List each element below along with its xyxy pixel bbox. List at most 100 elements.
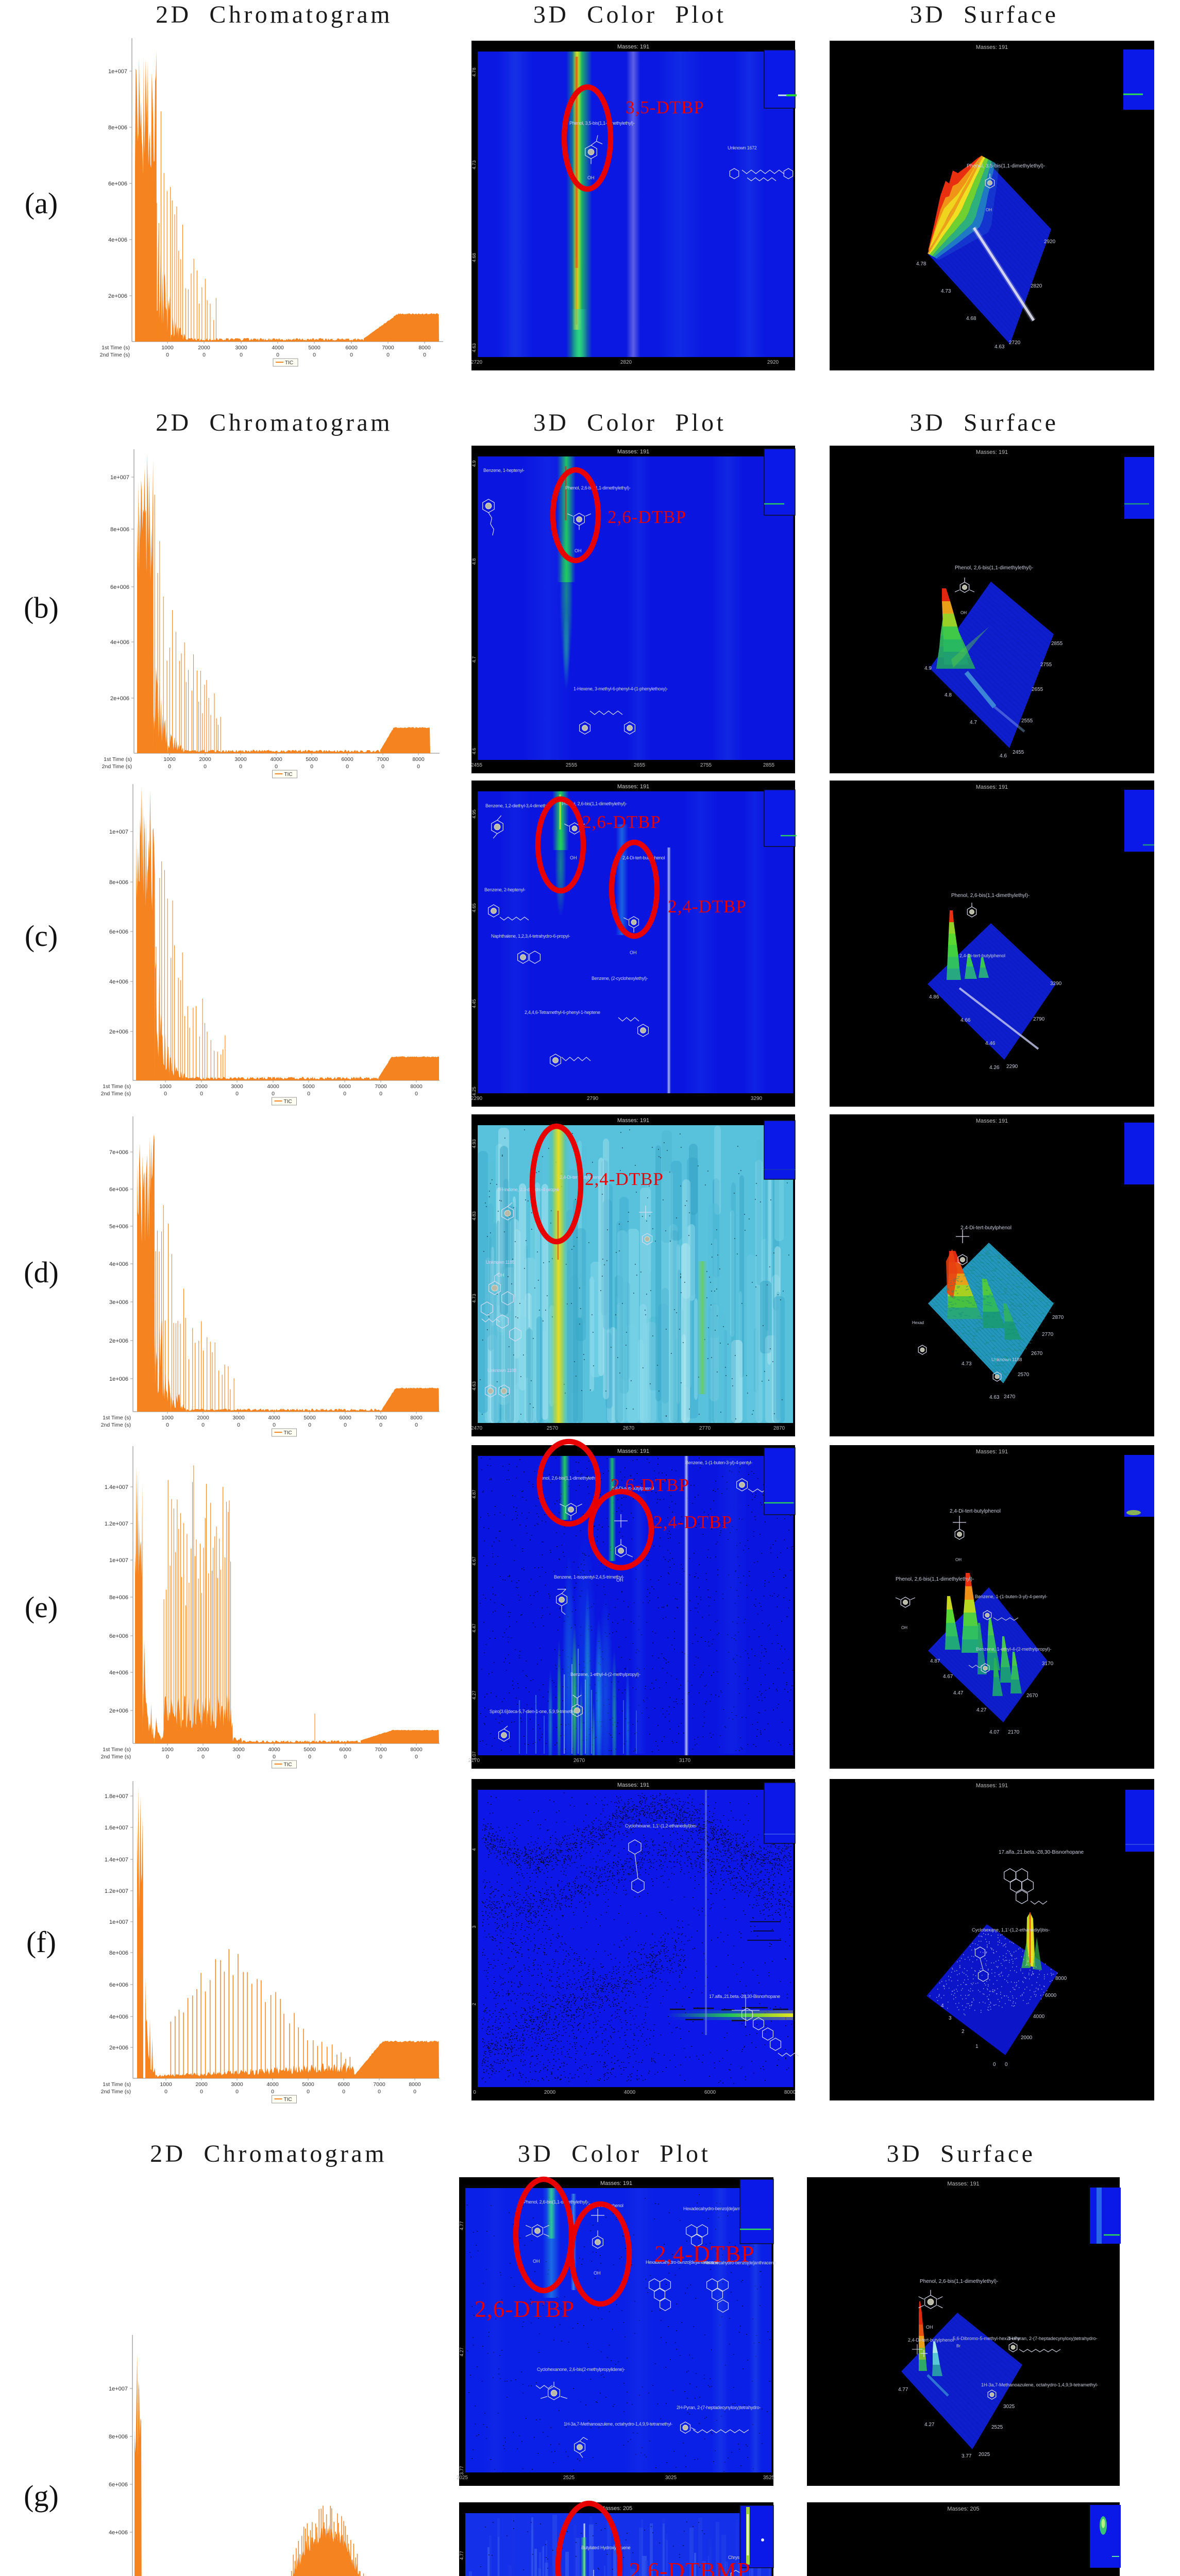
svg-text:OH: OH — [594, 2270, 601, 2276]
svg-text:3,5-DTBP: 3,5-DTBP — [626, 97, 704, 117]
svg-text:Cyclohexane, 1,1'-(1,2-ethaned: Cyclohexane, 1,1'-(1,2-ethanediyl)bis- — [972, 1927, 1050, 1933]
svg-text:0: 0 — [342, 2089, 345, 2095]
svg-text:2170: 2170 — [1008, 1730, 1020, 1735]
svg-text:6e+006: 6e+006 — [110, 584, 129, 590]
svg-text:2025: 2025 — [457, 2475, 468, 2481]
svg-text:0: 0 — [378, 2089, 381, 2095]
svg-text:0: 0 — [235, 1091, 239, 1097]
svg-text:1st Time (s): 1st Time (s) — [104, 756, 132, 762]
svg-text:6e+006: 6e+006 — [109, 2482, 128, 2488]
svg-text:4.47: 4.47 — [471, 1623, 477, 1633]
svg-text:2,4-Di-tert-butylphenol: 2,4-Di-tert-butylphenol — [959, 953, 1005, 958]
svg-text:2nd Time (s): 2nd Time (s) — [101, 1422, 131, 1428]
svg-text:0: 0 — [239, 764, 242, 770]
svg-text:6000: 6000 — [338, 2081, 350, 2088]
svg-text:3000: 3000 — [234, 756, 247, 762]
svg-text:0: 0 — [379, 1422, 382, 1428]
svg-text:Benzene, 1-heptenyl-: Benzene, 1-heptenyl- — [483, 468, 525, 473]
svg-text:8e+006: 8e+006 — [109, 1950, 128, 1956]
svg-text:2755: 2755 — [700, 762, 712, 768]
svg-text:4.63: 4.63 — [994, 344, 1005, 350]
svg-text:TIC: TIC — [284, 1099, 292, 1105]
svg-text:Cyclohexanone, 2,6-bis(2-methy: Cyclohexanone, 2,6-bis(2-methylpropylide… — [537, 2367, 625, 2372]
svg-text:4.73: 4.73 — [471, 160, 477, 170]
svg-text:Naphthalene, 1,2,3,4-tetrahydr: Naphthalene, 1,2,3,4-tetrahydro-6-propyl… — [491, 934, 570, 939]
svg-text:1: 1 — [975, 2044, 979, 2049]
svg-text:OH: OH — [616, 1578, 623, 1583]
svg-text:7000: 7000 — [382, 345, 394, 351]
svg-text:1e+007: 1e+007 — [109, 1919, 128, 1925]
svg-text:1st Time (s): 1st Time (s) — [103, 1083, 131, 1090]
svg-text:4.78: 4.78 — [916, 261, 926, 267]
svg-text:2e+006: 2e+006 — [109, 1708, 128, 1714]
svg-text:4.78: 4.78 — [471, 67, 477, 77]
svg-text:2570: 2570 — [547, 1426, 559, 1431]
svg-text:4.6: 4.6 — [471, 748, 477, 755]
svg-text:0: 0 — [415, 1754, 418, 1760]
svg-text:4.27: 4.27 — [471, 1690, 477, 1700]
svg-text:Phenol, 2,6-bis(1,1-dimethylet: Phenol, 2,6-bis(1,1-dimethylethyl)- — [955, 565, 1033, 571]
svg-text:4e+006: 4e+006 — [109, 2014, 128, 2020]
svg-text:Phenol, 2,6-bis(1,1-dimethylet: Phenol, 2,6-bis(1,1-dimethylethyl)- — [920, 2279, 998, 2284]
svg-text:4.77: 4.77 — [459, 2551, 464, 2560]
svg-text:6e+006: 6e+006 — [109, 929, 128, 935]
svg-text:2,4-DTBP: 2,4-DTBP — [668, 896, 747, 917]
svg-text:TIC: TIC — [284, 2097, 292, 2103]
svg-text:2000: 2000 — [1021, 2035, 1033, 2041]
svg-text:2000: 2000 — [195, 2081, 208, 2088]
svg-text:3.77: 3.77 — [459, 2466, 464, 2475]
svg-text:2000: 2000 — [199, 756, 211, 762]
svg-text:2e+006: 2e+006 — [109, 2045, 128, 2051]
svg-text:7000: 7000 — [373, 2081, 385, 2088]
svg-text:3170: 3170 — [679, 1758, 691, 1764]
svg-text:4.93: 4.93 — [471, 1139, 477, 1148]
svg-text:4000: 4000 — [266, 2081, 279, 2088]
svg-text:0: 0 — [386, 352, 390, 358]
svg-text:8e+006: 8e+006 — [109, 879, 128, 886]
svg-text:2,4-Di-tert-butylphenol: 2,4-Di-tert-butylphenol — [908, 2337, 954, 2343]
svg-text:2,4-DTBP: 2,4-DTBP — [653, 1512, 732, 1532]
svg-text:Benzene, 1,2-diethyl-3,4-dimet: Benzene, 1,2-diethyl-3,4-dimethyl- — [485, 803, 551, 808]
svg-text:4000: 4000 — [268, 1415, 280, 1421]
svg-text:2820: 2820 — [1031, 283, 1042, 289]
svg-text:2670: 2670 — [1026, 1693, 1038, 1699]
svg-text:4e+006: 4e+006 — [110, 639, 129, 646]
svg-text:Masses: 191: Masses: 191 — [947, 2181, 979, 2187]
svg-text:Masses: 191: Masses: 191 — [617, 784, 649, 790]
svg-text:0: 0 — [168, 764, 171, 770]
svg-text:1000: 1000 — [161, 1415, 174, 1421]
svg-text:2,4-Di-tert-butylphenol: 2,4-Di-tert-butylphenol — [612, 1486, 654, 1491]
svg-text:0: 0 — [204, 764, 207, 770]
svg-text:OH: OH — [960, 611, 967, 615]
svg-text:3000: 3000 — [235, 345, 247, 351]
svg-text:2870: 2870 — [773, 1426, 785, 1431]
svg-text:4e+006: 4e+006 — [109, 1670, 128, 1676]
svg-text:8000: 8000 — [784, 2090, 796, 2095]
svg-text:4e+006: 4e+006 — [109, 979, 128, 985]
svg-text:4000: 4000 — [268, 1747, 280, 1753]
svg-text:4.87: 4.87 — [930, 1658, 940, 1664]
svg-text:1000: 1000 — [160, 2081, 172, 2088]
svg-text:0: 0 — [201, 1754, 205, 1760]
svg-text:TIC: TIC — [284, 1430, 292, 1436]
svg-text:8000: 8000 — [410, 1747, 423, 1753]
svg-text:2e+006: 2e+006 — [109, 1338, 128, 1344]
svg-text:2,6-DTBP: 2,6-DTBP — [608, 507, 686, 527]
svg-text:2920: 2920 — [1044, 239, 1056, 245]
svg-text:6e+006: 6e+006 — [109, 1982, 128, 1988]
svg-text:2290: 2290 — [1006, 1064, 1018, 1070]
svg-text:2e+006: 2e+006 — [110, 696, 129, 702]
svg-text:OH: OH — [986, 208, 992, 212]
svg-text:0: 0 — [423, 352, 426, 358]
svg-text:Masses: 191: Masses: 191 — [617, 1782, 649, 1788]
svg-text:Masses: 191: Masses: 191 — [617, 44, 649, 50]
svg-text:2,4-Di-tert-butylphenol: 2,4-Di-tert-butylphenol — [960, 1225, 1012, 1231]
svg-text:6000: 6000 — [339, 1083, 351, 1090]
svg-text:enol, 2,6-bis(1,1-dimethylethy: enol, 2,6-bis(1,1-dimethylethyl)- — [541, 1476, 601, 1481]
svg-text:2000: 2000 — [197, 1415, 209, 1421]
svg-text:4.86: 4.86 — [929, 994, 939, 1000]
svg-text:4: 4 — [941, 2003, 944, 2009]
svg-text:0: 0 — [381, 764, 384, 770]
svg-text:3290: 3290 — [751, 1096, 763, 1101]
svg-text:4.07: 4.07 — [471, 1751, 477, 1760]
